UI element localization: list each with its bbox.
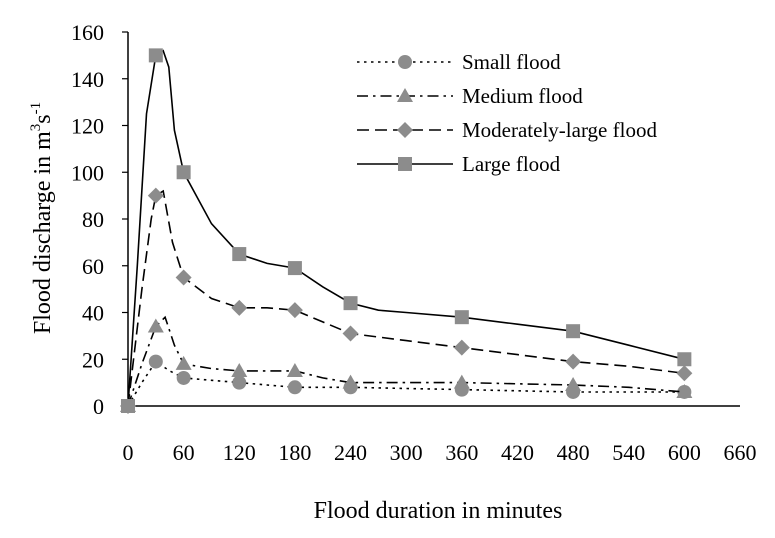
data-point-square bbox=[148, 48, 163, 63]
data-point-circle bbox=[232, 375, 247, 390]
series-layer bbox=[120, 48, 693, 414]
x-tick-label: 0 bbox=[123, 440, 134, 465]
data-point-circle bbox=[148, 354, 163, 369]
legend-label: Large flood bbox=[462, 152, 561, 176]
data-point-square bbox=[287, 261, 302, 276]
data-point-diamond bbox=[147, 187, 164, 204]
x-axis-label: Flood duration in minutes bbox=[314, 498, 563, 524]
legend-item: Medium flood bbox=[357, 84, 583, 108]
y-axis-label-mid: s bbox=[30, 114, 56, 123]
x-tick-label: 540 bbox=[612, 440, 645, 465]
data-point-diamond bbox=[453, 339, 470, 356]
y-tick-label: 160 bbox=[71, 20, 104, 45]
y-tick-label: 40 bbox=[82, 301, 104, 326]
data-point-triangle bbox=[342, 374, 359, 389]
data-point-triangle bbox=[286, 362, 303, 377]
data-point-triangle bbox=[565, 376, 582, 391]
data-point-diamond bbox=[286, 302, 303, 319]
y-tick-label: 60 bbox=[82, 254, 104, 279]
legend-marker-triangle bbox=[397, 88, 413, 102]
series-line-square bbox=[127, 49, 685, 407]
x-tick-label: 600 bbox=[668, 440, 701, 465]
legend-label: Moderately-large flood bbox=[462, 118, 657, 142]
y-axis-label-sup2: -1 bbox=[28, 102, 44, 115]
series-line-triangle bbox=[127, 315, 685, 407]
x-tick-label: 420 bbox=[501, 440, 534, 465]
legend: Small flood Medium flood Moderately-large … bbox=[357, 50, 657, 176]
legend-item: Moderately-large flood bbox=[357, 118, 657, 142]
x-tick-label: 120 bbox=[223, 440, 256, 465]
data-point-circle bbox=[176, 370, 191, 385]
data-point-square bbox=[454, 310, 469, 325]
data-point-triangle bbox=[175, 355, 192, 370]
data-point-square bbox=[566, 324, 581, 339]
data-point-square bbox=[176, 165, 191, 180]
y-axis-label: Flood discharge in m3s-1 bbox=[28, 102, 56, 334]
y-axis-label-base: Flood discharge in m bbox=[30, 131, 56, 334]
x-tick-label: 240 bbox=[334, 440, 367, 465]
series-line-circle bbox=[127, 360, 685, 407]
x-axis-ticks: 0 60 120 180 240 300 360 420 480 540 600 660 bbox=[123, 440, 757, 465]
data-point-triangle bbox=[676, 383, 693, 398]
series-circle bbox=[121, 354, 692, 413]
y-tick-label: 20 bbox=[82, 347, 104, 372]
data-point-diamond bbox=[175, 269, 192, 286]
data-point-triangle bbox=[231, 362, 248, 377]
y-axis-ticks: 0 20 40 60 80 100 120 140 160 bbox=[71, 20, 128, 419]
data-point-diamond bbox=[342, 325, 359, 342]
legend-marker-circle bbox=[398, 55, 412, 69]
series-square bbox=[121, 48, 692, 413]
legend-label: Small flood bbox=[462, 50, 561, 74]
y-tick-label: 80 bbox=[82, 207, 104, 232]
legend-item: Small flood bbox=[357, 50, 561, 74]
legend-marker-square bbox=[398, 157, 412, 171]
data-point-circle bbox=[287, 380, 302, 395]
x-tick-label: 60 bbox=[173, 440, 195, 465]
series-line-diamond bbox=[127, 189, 685, 407]
legend-item: Large flood bbox=[357, 152, 561, 176]
legend-marker-diamond bbox=[397, 122, 413, 138]
data-point-square bbox=[677, 352, 692, 367]
data-point-diamond bbox=[676, 365, 693, 382]
y-tick-label: 140 bbox=[71, 67, 104, 92]
x-tick-label: 660 bbox=[724, 440, 757, 465]
x-tick-label: 360 bbox=[445, 440, 478, 465]
y-axis-label-sup1: 3 bbox=[28, 124, 44, 132]
data-point-triangle bbox=[453, 374, 470, 389]
x-tick-label: 180 bbox=[278, 440, 311, 465]
data-point-square bbox=[232, 247, 247, 262]
x-tick-label: 300 bbox=[390, 440, 423, 465]
data-point-triangle bbox=[147, 318, 164, 333]
data-point-diamond bbox=[565, 353, 582, 370]
y-tick-label: 100 bbox=[71, 160, 104, 185]
y-tick-label: 120 bbox=[71, 114, 104, 139]
legend-label: Medium flood bbox=[462, 84, 583, 108]
y-tick-label: 0 bbox=[93, 394, 104, 419]
data-point-square bbox=[121, 399, 135, 413]
data-point-square bbox=[343, 296, 358, 311]
x-tick-label: 480 bbox=[557, 440, 590, 465]
data-point-diamond bbox=[231, 299, 248, 316]
